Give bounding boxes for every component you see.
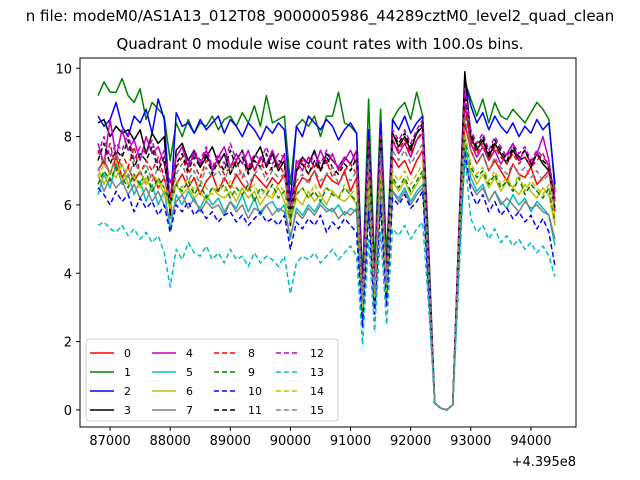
- legend-label-10: 10: [248, 385, 262, 398]
- x-tick-label: 94000: [510, 434, 551, 449]
- legend-label-5: 5: [186, 366, 193, 379]
- x-tick-label: 93000: [450, 434, 491, 449]
- x-tick-label: 92000: [390, 434, 431, 449]
- legend-label-0: 0: [124, 347, 131, 360]
- series-line-8: [97, 108, 556, 411]
- x-axis-ticks: 87000 88000 89000 90000 91000 92000 93000 94000: [89, 427, 552, 449]
- y-tick-label: 4: [64, 267, 72, 282]
- series-line-4: [97, 101, 556, 411]
- y-tick-label: 8: [64, 131, 72, 146]
- x-tick-label: 90000: [270, 434, 311, 449]
- series-line-13: [97, 156, 556, 411]
- series-line-2: [97, 77, 556, 411]
- legend-label-12: 12: [310, 347, 324, 360]
- legend-label-8: 8: [248, 347, 255, 360]
- x-tick-label: 87000: [89, 434, 130, 449]
- legend-label-6: 6: [186, 385, 193, 398]
- legend-label-3: 3: [124, 404, 131, 417]
- figure-suptitle: n file: modeM0/AS1A13_012T08_9000005986_…: [25, 7, 615, 25]
- chart-title: Quadrant 0 module wise count rates with …: [116, 35, 524, 53]
- x-tick-label: 89000: [210, 434, 251, 449]
- y-tick-label: 10: [55, 62, 72, 77]
- legend-label-9: 9: [248, 366, 255, 379]
- legend-label-1: 1: [124, 366, 131, 379]
- legend-label-14: 14: [310, 385, 324, 398]
- legend-box: [85, 338, 339, 422]
- x-tick-label: 91000: [330, 434, 371, 449]
- x-axis-offset-label: +4.395e8: [512, 455, 576, 470]
- legend-label-7: 7: [186, 404, 193, 417]
- series-line-15: [97, 115, 556, 411]
- series-line-7: [97, 159, 556, 411]
- series-lines: [97, 70, 556, 411]
- y-tick-label: 6: [64, 199, 72, 214]
- series-line-14: [97, 132, 556, 411]
- series-line-10: [97, 149, 556, 411]
- legend-label-13: 13: [310, 366, 324, 379]
- legend-label-15: 15: [310, 404, 324, 417]
- legend-label-11: 11: [248, 404, 262, 417]
- x-tick-label: 88000: [150, 434, 191, 449]
- legend-label-4: 4: [186, 347, 193, 360]
- series-line-12: [97, 88, 556, 411]
- plot-area-frame: [79, 57, 577, 428]
- legend-label-2: 2: [124, 385, 131, 398]
- y-axis-ticks: 0 2 4 6 8 10: [55, 62, 80, 419]
- y-tick-label: 0: [64, 404, 72, 419]
- y-tick-label: 2: [64, 336, 72, 351]
